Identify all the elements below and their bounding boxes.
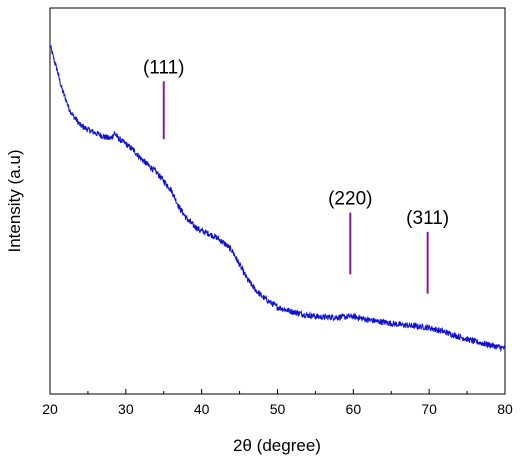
plot-frame — [49, 7, 506, 395]
peak-label-220: (220) — [328, 189, 372, 210]
x-tick-label-60: 60 — [346, 401, 362, 417]
y-axis-label: Intensity (a.u) — [5, 150, 24, 253]
x-tick-label-80: 80 — [497, 401, 513, 417]
peak-label-311: (311) — [406, 208, 449, 229]
x-tick-label-40: 40 — [194, 401, 210, 417]
x-tick-label-70: 70 — [421, 401, 437, 417]
series-line-xrd-pattern — [49, 43, 506, 353]
plot-area — [49, 7, 506, 395]
x-axis-ticks — [49, 389, 506, 394]
x-axis-tick-labels: 20 30 40 50 60 70 80 — [42, 401, 513, 417]
x-tick-label-50: 50 — [270, 401, 286, 417]
x-axis-label: 2θ (degree) — [233, 436, 321, 455]
peak-annotations: (111) (220) (311) — [143, 57, 449, 294]
x-tick-label-20: 20 — [42, 401, 58, 417]
peak-label-111: (111) — [143, 57, 185, 78]
x-tick-label-30: 30 — [118, 401, 134, 417]
